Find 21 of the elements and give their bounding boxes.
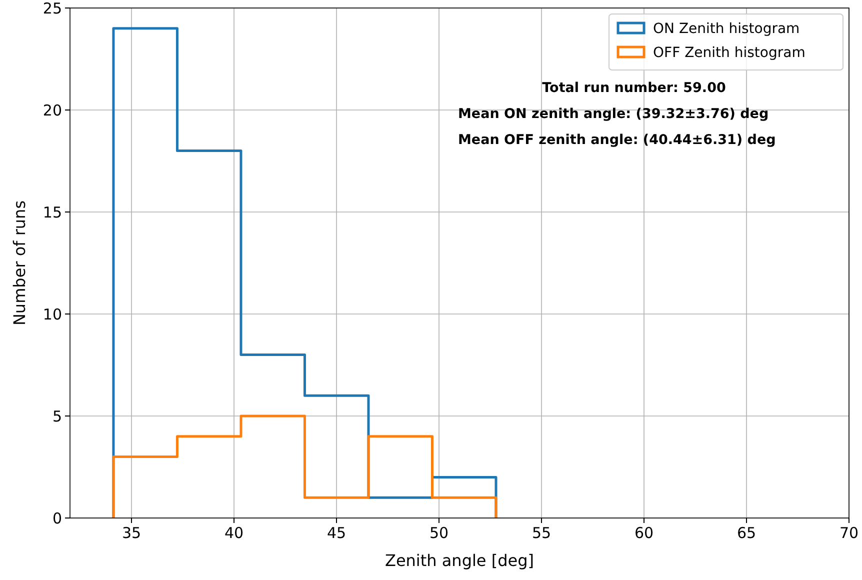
x-tick-label: 55	[532, 524, 552, 542]
x-tick-label: 35	[122, 524, 142, 542]
annotation: Total run number: 59.00	[542, 80, 726, 96]
legend-label: ON Zenith histogram	[653, 20, 800, 37]
y-tick-label: 25	[42, 0, 62, 18]
annotation: Mean OFF zenith angle: (40.44±6.31) deg	[458, 132, 776, 148]
x-tick-label: 40	[224, 524, 244, 542]
annotation: Mean ON zenith angle: (39.32±3.76) deg	[458, 106, 769, 122]
y-tick-label: 10	[42, 305, 62, 324]
y-axis-title: Number of runs	[10, 200, 29, 326]
x-axis-title: Zenith angle [deg]	[384, 551, 534, 570]
legend-label: OFF Zenith histogram	[653, 44, 806, 61]
x-tick-label: 60	[634, 524, 654, 542]
x-tick-label: 65	[736, 524, 756, 542]
y-tick-label: 5	[52, 407, 62, 426]
x-tick-label: 45	[326, 524, 346, 542]
y-tick-label: 20	[42, 101, 62, 120]
y-tick-label: 15	[42, 203, 62, 222]
x-tick-label: 50	[429, 524, 449, 542]
y-tick-label: 0	[52, 509, 62, 528]
x-tick-label: 70	[839, 524, 859, 542]
